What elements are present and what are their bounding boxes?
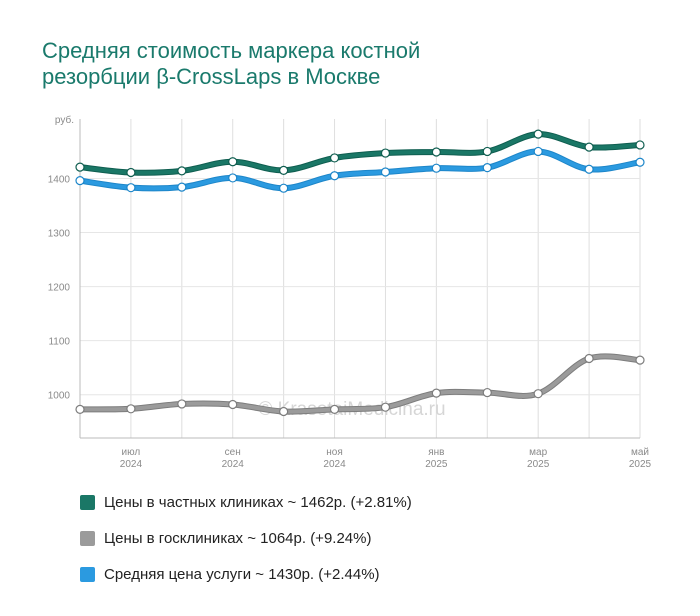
- data-point: [329, 153, 340, 163]
- chart-grid: [79, 119, 641, 438]
- data-point: [584, 353, 594, 364]
- legend-swatch-private: [80, 494, 95, 510]
- data-point: [329, 404, 340, 414]
- x-tick-label-year: 2024: [222, 459, 245, 470]
- data-point: [126, 404, 136, 414]
- data-point: [482, 146, 492, 157]
- y-tick-label: 1000: [48, 391, 71, 402]
- line-chart: © KrasotaiMedicina.ru 100011001200130014…: [48, 114, 652, 470]
- legend-swatch-public: [80, 530, 95, 546]
- x-tick-label-month: июл: [122, 447, 141, 458]
- data-point: [75, 404, 85, 414]
- data-point: [75, 162, 85, 172]
- data-point: [584, 142, 594, 152]
- data-point: [482, 163, 492, 173]
- data-point: [635, 355, 645, 365]
- chart-title-line-1: Средняя стоимость маркера костной: [42, 38, 421, 63]
- chart-legend: Цены в частных клиниках ~ 1462р. (+2.81%…: [80, 484, 412, 592]
- data-point: [177, 399, 187, 409]
- data-point: [228, 173, 238, 183]
- data-point: [228, 399, 238, 410]
- legend-item-private[interactable]: Цены в частных клиниках ~ 1462р. (+2.81%…: [80, 484, 412, 520]
- data-point: [380, 402, 391, 412]
- chart-series-lines: [77, 131, 643, 415]
- x-tick-label-year: 2024: [120, 459, 143, 470]
- data-point: [329, 171, 340, 181]
- data-point: [177, 166, 187, 176]
- data-point: [126, 183, 136, 193]
- data-point: [75, 176, 85, 186]
- data-point: [482, 387, 492, 398]
- data-point: [380, 148, 391, 158]
- data-point: [126, 167, 136, 178]
- chart-title: Средняя стоимость маркера костной резорб…: [42, 38, 662, 90]
- data-point: [380, 167, 391, 177]
- data-point: [635, 140, 645, 150]
- chart-data-points: [75, 129, 645, 417]
- x-tick-label-year: 2024: [323, 459, 346, 470]
- data-point: [533, 389, 543, 399]
- y-tick-label: 1300: [48, 229, 71, 240]
- data-point: [533, 129, 543, 139]
- y-tick-label: 1200: [48, 283, 71, 294]
- legend-item-average[interactable]: Средняя цена услуги ~ 1430р. (+2.44%): [80, 556, 412, 592]
- data-point: [177, 182, 187, 192]
- data-point: [228, 157, 238, 167]
- chart-title-line-2: резорбции β-CrossLaps в Москве: [42, 64, 381, 89]
- x-tick-label-year: 2025: [527, 459, 550, 470]
- x-tick-label-year: 2025: [629, 459, 652, 470]
- y-unit-label: руб.: [55, 114, 74, 126]
- x-tick-label-month: мар: [529, 447, 547, 458]
- data-point: [279, 406, 289, 417]
- chart-axes: 10001100120013001400руб.июл2024сен2024но…: [48, 114, 652, 470]
- data-point: [635, 157, 645, 167]
- legend-label-private: Цены в частных клиниках ~ 1462р. (+2.81%…: [104, 493, 412, 511]
- data-point: [431, 388, 441, 398]
- data-point: [431, 147, 441, 157]
- x-tick-label-month: ноя: [326, 447, 343, 458]
- data-point: [584, 164, 594, 174]
- x-tick-label-year: 2025: [425, 459, 448, 470]
- data-point: [431, 163, 441, 173]
- y-tick-label: 1400: [48, 174, 71, 185]
- x-tick-label-month: май: [631, 447, 649, 458]
- data-point: [533, 146, 543, 157]
- legend-label-public: Цены в госклиниках ~ 1064р. (+9.24%): [104, 529, 372, 547]
- data-point: [279, 165, 289, 175]
- y-tick-label: 1100: [48, 337, 70, 348]
- x-tick-label-month: сен: [225, 447, 241, 458]
- data-point: [279, 183, 289, 193]
- legend-swatch-average: [80, 566, 95, 582]
- legend-item-public[interactable]: Цены в госклиниках ~ 1064р. (+9.24%): [80, 520, 412, 556]
- x-tick-label-month: янв: [428, 447, 444, 458]
- legend-label-average: Средняя цена услуги ~ 1430р. (+2.44%): [104, 565, 380, 583]
